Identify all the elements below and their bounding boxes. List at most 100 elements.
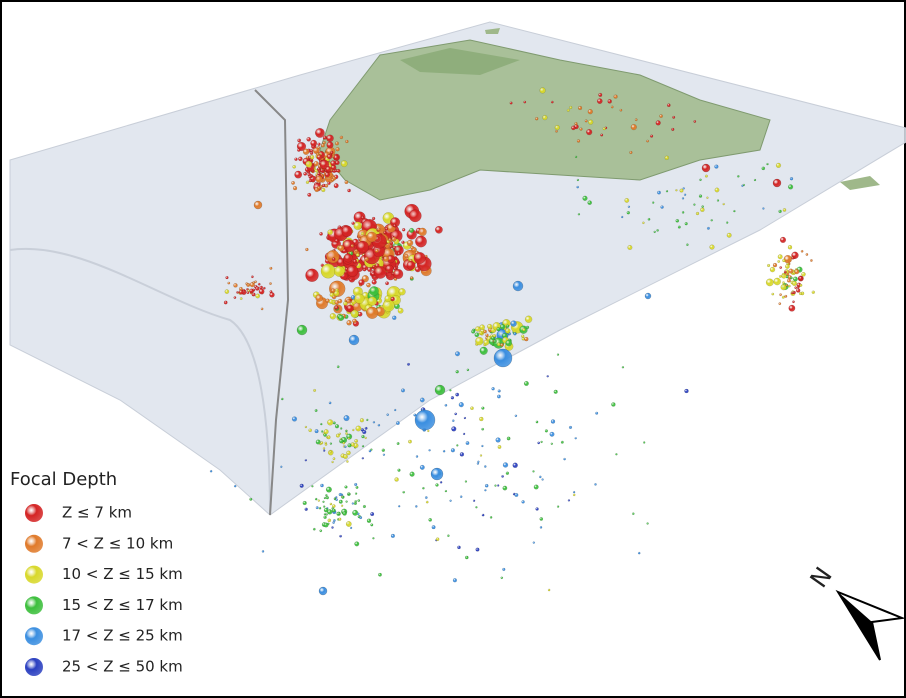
earthquake-point: [625, 198, 629, 202]
earthquake-point: [324, 523, 329, 528]
earthquake-point: [362, 457, 364, 459]
earthquake-point: [344, 415, 350, 421]
earthquake-point: [270, 267, 273, 270]
earthquake-point: [326, 514, 328, 516]
earthquake-point: [711, 219, 713, 221]
earthquake-point: [638, 552, 640, 554]
earthquake-point: [715, 165, 719, 169]
earthquake-point: [646, 140, 648, 142]
earthquake-point: [346, 521, 351, 526]
earthquake-point: [627, 211, 630, 214]
earthquake-point: [487, 324, 492, 329]
earthquake-point: [334, 183, 339, 188]
earthquake-point: [342, 226, 353, 237]
earthquake-point: [365, 257, 369, 261]
earthquake-point: [564, 458, 566, 460]
earthquake-point: [390, 242, 393, 245]
earthquake-point: [335, 424, 339, 428]
earthquake-point: [648, 218, 650, 220]
earthquake-point: [303, 149, 309, 155]
earthquake-point: [578, 106, 582, 110]
earthquake-point: [281, 398, 283, 400]
earthquake-point: [450, 500, 452, 502]
earthquake-point: [490, 516, 492, 518]
earthquake-point: [408, 440, 411, 443]
earthquake-point: [370, 286, 379, 295]
earthquake-point: [780, 237, 786, 243]
earthquake-point: [466, 441, 469, 444]
earthquake-point: [333, 458, 335, 460]
earthquake-point: [366, 419, 368, 421]
earthquake-point: [585, 120, 588, 123]
earthquake-point: [471, 330, 475, 334]
earthquake-point: [510, 102, 513, 105]
earthquake-point: [359, 516, 362, 519]
earthquake-point: [500, 343, 503, 346]
earthquake-point: [645, 293, 651, 299]
earthquake-point: [787, 279, 791, 283]
earthquake-point: [337, 169, 340, 172]
earthquake-point: [540, 517, 543, 520]
earthquake-point: [696, 212, 699, 215]
earthquake-point: [455, 413, 457, 415]
earthquake-point: [431, 468, 443, 480]
earthquake-point: [252, 293, 256, 297]
earthquake-point: [320, 232, 323, 235]
earthquake-point: [672, 116, 675, 119]
earthquake-point: [298, 157, 302, 161]
earthquake-point: [583, 196, 588, 201]
earthquake-point: [305, 248, 308, 251]
earthquake-point: [498, 390, 501, 393]
earthquake-point: [482, 407, 485, 410]
legend-label: Z ≤ 7 km: [62, 504, 132, 522]
earthquake-point: [367, 232, 377, 242]
earthquake-point: [794, 269, 799, 274]
earthquake-point: [726, 222, 728, 224]
earthquake-point: [492, 387, 495, 390]
earthquake-point: [371, 524, 374, 527]
earthquake-point: [318, 143, 321, 146]
earthquake-point: [360, 418, 364, 422]
earthquake-point: [303, 501, 307, 505]
earthquake-point: [415, 410, 435, 430]
earthquake-point: [316, 153, 319, 156]
earthquake-point: [790, 277, 792, 279]
earthquake-point: [395, 478, 399, 482]
earthquake-point: [456, 444, 458, 446]
earthquake-point: [484, 330, 487, 333]
legend-label: 17 < Z ≤ 25 km: [62, 627, 183, 645]
earthquake-point: [568, 499, 570, 501]
earthquake-point: [792, 257, 795, 260]
earthquake-point: [783, 208, 786, 211]
earthquake-point: [246, 283, 248, 285]
earthquake-point: [326, 496, 329, 499]
earthquake-point: [396, 421, 399, 424]
earthquake-point: [727, 233, 732, 238]
earthquake-point: [501, 475, 503, 477]
earthquake-point: [415, 267, 421, 273]
earthquake-point: [773, 179, 781, 187]
earthquake-point: [402, 241, 405, 244]
earthquake-point: [788, 285, 790, 287]
earthquake-point: [539, 476, 541, 478]
earthquake-point: [330, 503, 332, 505]
earthquake-point: [650, 135, 653, 138]
earthquake-point: [594, 483, 596, 485]
earthquake-point: [385, 296, 391, 302]
earthquake-point: [324, 508, 328, 512]
earthquake-point: [477, 463, 479, 465]
earthquake-point: [324, 516, 327, 519]
earthquake-point: [318, 500, 320, 502]
earthquake-point: [330, 293, 334, 297]
earthquake-point: [315, 498, 317, 500]
earthquake-point: [683, 187, 685, 189]
earthquake-point: [657, 191, 660, 194]
earthquake-point: [314, 161, 319, 166]
earthquake-point: [234, 283, 238, 287]
earthquake-point: [305, 459, 307, 461]
earthquake-point: [385, 227, 388, 230]
earthquake-point: [304, 172, 307, 175]
earthquake-point: [801, 272, 805, 276]
earthquake-point: [307, 137, 311, 141]
earthquake-point: [319, 587, 327, 595]
